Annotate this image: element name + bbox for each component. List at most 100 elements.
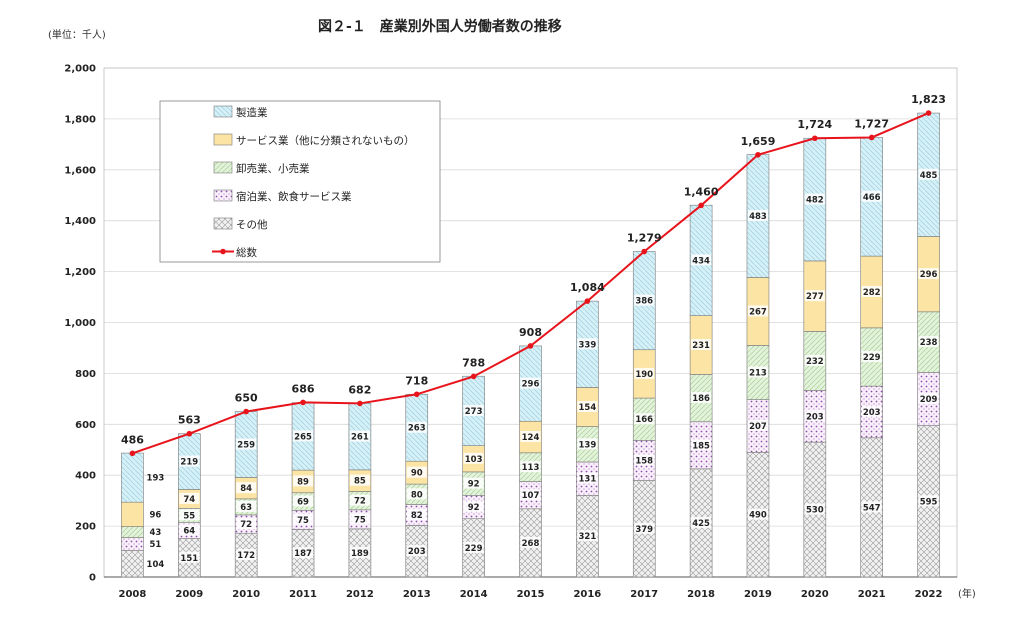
segment-label: 193 [147,474,165,484]
legend-swatch [213,133,233,146]
y-axis-ticks: 0 200 400 600 800 1,000 1,200 1,400 1,600 1,800 2,… [64,64,96,584]
segment-label-bg [520,377,541,389]
segment-label-bg [179,509,200,521]
segment-label-bg [463,477,484,489]
segment-label-bg [463,541,484,553]
segment-label-bg [691,439,712,451]
segment-label-bg [577,338,598,350]
segment-label: 207 [749,422,767,432]
total-label: 1,460 [684,185,719,198]
segment-label: 296 [522,380,540,390]
segment-label: 483 [749,212,767,222]
segment-label: 482 [806,196,824,206]
legend-label: 宿泊業、飲食サービス業 [236,190,352,203]
total-label: 682 [348,383,371,396]
segment-label-bg [747,209,768,221]
segment-label-bg [406,545,427,557]
y-tick-label: 1,800 [64,114,96,125]
total-label: 718 [405,374,428,387]
x-tick-label: 2011 [289,589,317,600]
segment-label: 490 [749,511,767,521]
segment-label: 209 [920,395,938,405]
segment-label-bg [747,366,768,378]
segment-label: 75 [354,515,366,525]
segment-label: 72 [354,497,366,507]
segment-label-bg [577,530,598,542]
segment-label: 265 [294,432,312,442]
segment-label: 186 [692,394,710,404]
legend-swatch [213,217,233,230]
total-point [584,298,591,304]
total-label: 486 [121,433,144,446]
segment-label-bg [349,430,370,442]
segment-label-bg [520,431,541,443]
segment-label-bg [236,482,257,494]
segment-label: 92 [468,503,480,513]
y-tick-label: 1,000 [64,318,96,329]
total-point [868,134,875,141]
segment-label: 273 [465,407,483,417]
segment-label: 268 [522,539,540,549]
total-line: 486 563 650 686 682 718 788 908 1,084 1,279 1,460 1… [121,93,946,457]
y-tick-label: 1,200 [64,267,96,278]
x-tick-label: 2013 [403,589,431,600]
legend-label: 卸売業、小売業 [236,162,310,175]
segment-label-bg [577,438,598,450]
segment-label: 131 [578,475,596,485]
x-tick-label: 2018 [687,589,715,600]
segment-label-bg [179,455,200,467]
total-point [129,450,136,457]
segment-label-bg [804,290,825,302]
segment-label-bg [236,518,257,530]
segment-label: 104 [147,560,165,570]
segment-label: 158 [635,456,653,466]
legend-label: サービス業（他に分類されないもの） [236,134,415,147]
segment-label: 85 [354,477,366,487]
total-point [186,430,193,437]
segment-label: 203 [806,412,824,422]
segment-label-bg [236,500,257,512]
segment-label: 231 [692,341,710,351]
legend-label: 製造業 [236,106,268,119]
segment-label-bg [861,501,882,513]
bar-segment [121,526,144,538]
segment-label: 259 [237,441,255,451]
segment-label: 261 [351,433,369,443]
segment-label-bg [293,547,314,559]
segment-label: 282 [863,288,881,298]
segment-label: 232 [806,357,824,367]
segment-label: 485 [920,171,938,181]
segment-label: 229 [863,353,881,363]
y-tick-label: 600 [75,420,96,431]
segment-label-bg [861,405,882,417]
segment-label-bg [349,546,370,558]
total-label: 563 [178,414,201,427]
legend-swatch [213,189,233,202]
segment-label: 84 [240,484,252,494]
segment-label-bg [179,551,200,563]
x-tick-label: 2015 [517,589,545,600]
segment-label-bg [691,254,712,266]
legend-swatch [213,161,233,174]
segment-label-bg [236,438,257,450]
segment-label-bg [804,503,825,515]
segment-label-bg [804,354,825,366]
segment-label-bg [179,524,200,536]
segment-label: 277 [806,292,824,302]
segment-label: 187 [294,549,312,559]
bar-segment [121,550,144,578]
segment-label-bg [747,508,768,520]
x-axis-ticks: 2008 2009 2010 2011 2012 2013 2014 2015 2016 2017… [119,589,943,600]
segment-label-bg [236,549,257,561]
segment-label: 107 [522,491,540,501]
segment-label: 229 [465,544,483,554]
legend-label: 総数 [236,246,257,259]
total-point [641,248,648,255]
segment-label-bg [747,305,768,317]
segment-label-bg [349,494,370,506]
segment-label-bg [463,452,484,464]
total-point [357,400,363,407]
bar-segment [121,537,144,551]
